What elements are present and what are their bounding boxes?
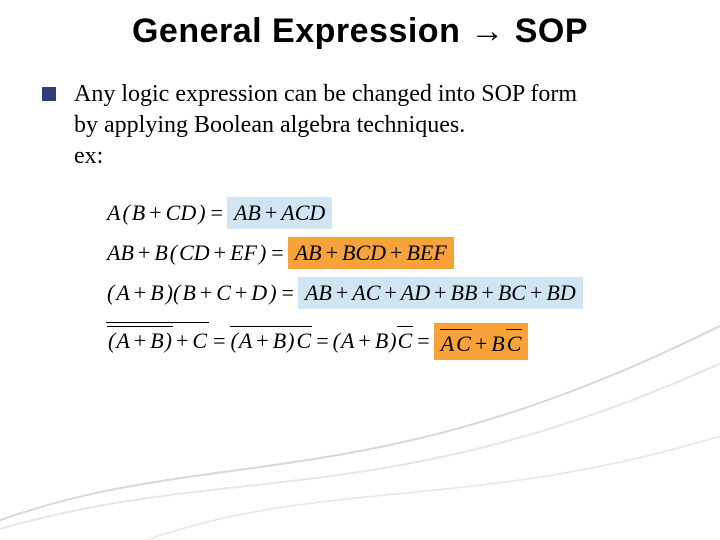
plus-icon: + [431,280,449,305]
eq3-lhs-D: D [250,280,268,306]
plus-icon: + [135,240,153,266]
eq2-rhs2: BCD [341,240,387,266]
eq1-rhs: AB+ACD [227,197,332,229]
rparen: ) [268,280,277,306]
eq3-rhs2: AD [400,280,431,306]
eq1-lparen: ( [121,200,130,226]
plus-icon: + [262,200,280,225]
plus-icon: + [173,328,191,353]
body-line1: Any logic expression can be changed into… [74,81,577,107]
equals-icon: = [267,240,287,266]
body-text: Any logic expression can be changed into… [74,79,577,173]
eq3-lhs-A: A [115,280,130,306]
eq3-rhs1: AC [351,280,381,306]
plus-icon: + [211,240,229,266]
eq1-lhs-CD: CD [165,200,198,226]
eq3-rhs3: BB [450,280,479,306]
eq4-rhs-C1: C [455,331,472,357]
eq4-mid-A: A [238,328,253,354]
eq3-lhs-B: B [149,280,164,306]
eq4-rhs-C2: C [506,331,523,357]
eq2-lhs-CD: CD [178,240,211,266]
plus-icon: + [131,328,149,353]
slide: General Expression → SOP Any logic expre… [0,0,720,360]
eq4-mid-B: B [272,328,287,354]
bullet-square-icon [42,87,56,101]
rparen: )( [165,280,182,306]
equation-2: AB+B(CD+EF)=AB+BCD+BEF [106,237,684,269]
eq1-rhs2: ACD [280,200,326,226]
equals-icon: = [209,328,229,354]
body-line3: ex: [74,143,103,169]
eq2-rhs3: BEF [405,240,447,266]
slide-title: General Expression → SOP [36,12,684,51]
equals-icon: = [207,200,227,226]
body-line2: by applying Boolean algebra techniques. [74,112,465,138]
equation-1: A(B+CD)=AB+ACD [106,197,684,229]
eq1-rparen: ) [197,200,206,226]
equation-4: (A+B)+C=(A+B)C=(A+B)C=AC+BC [106,323,684,360]
plus-icon: + [527,280,545,305]
eq4-mid2-B: B [374,328,389,354]
equals-icon: = [278,280,298,306]
eq4-mid2-A: A [340,328,355,354]
equations-block: A(B+CD)=AB+ACD AB+B(CD+EF)=AB+BCD+BEF (A… [36,197,684,360]
eq4-mid2-C: C [397,328,414,354]
eq1-rhs1: AB [233,200,262,226]
equation-3: (A+B)(B+C+D)=AB+AC+AD+BB+BC+BD [106,277,684,309]
plus-icon: + [253,328,271,353]
plus-icon: + [131,280,149,306]
eq1-lhs-B: B [131,200,146,226]
eq3-rhs5: BD [545,280,576,306]
plus-icon: + [472,331,490,356]
plus-icon: + [478,280,496,305]
eq4-rhs: AC+BC [434,323,529,360]
eq4-lhs-outerbar: (A+B)+C [106,328,209,354]
plus-icon: + [323,240,341,265]
eq4-rhs-B: B [490,331,505,357]
eq4-lhs-C: C [191,328,208,354]
plus-icon: + [387,240,405,265]
eq4-mid-C: C [296,328,313,354]
eq3-rhs: AB+AC+AD+BB+BC+BD [298,277,583,309]
eq2-rhs1: AB [294,240,323,266]
eq3-rhs4: BC [497,280,527,306]
lparen: ( [169,240,178,266]
eq1-lhs-A: A [106,200,121,226]
equals-icon: = [413,328,433,354]
eq2-lhs-AB: AB [106,240,135,266]
eq2-lhs-EF: EF [229,240,258,266]
eq4-lhs-A: A [115,328,130,354]
plus-icon: + [146,200,164,226]
equals-icon: = [312,328,332,354]
lparen: ( [106,280,115,306]
rparen: ) [258,240,267,266]
eq3-lhs-C: C [215,280,232,306]
eq4-lhs-innerbar: (A+B) [107,328,173,354]
eq2-lhs-B: B [153,240,168,266]
plus-icon: + [355,328,373,354]
eq4-lhs-B: B [149,328,164,354]
plus-icon: + [232,280,250,306]
eq3-lhs-B2: B [181,280,196,306]
eq4-rhs-A: A [440,331,455,357]
eq2-rhs: AB+BCD+BEF [288,237,454,269]
plus-icon: + [381,280,399,305]
eq3-rhs0: AB [304,280,333,306]
plus-icon: + [333,280,351,305]
plus-icon: + [197,280,215,306]
body-row: Any logic expression can be changed into… [36,79,684,173]
eq4-mid-innerbar: (A+B) [230,328,296,354]
